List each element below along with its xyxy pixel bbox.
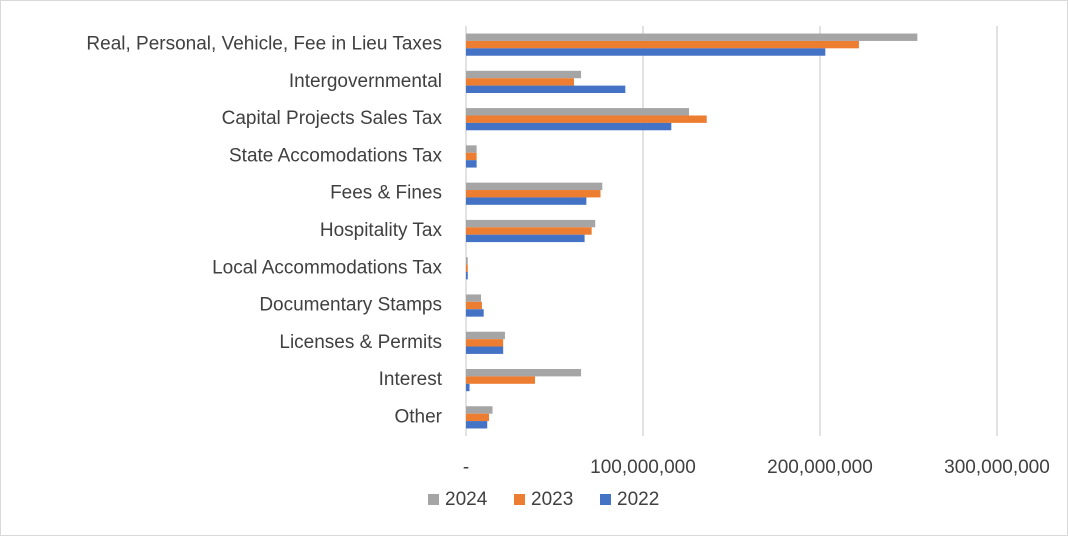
bar [466,294,482,302]
bar [466,346,504,354]
y-tick-label: Local Accommodations Tax [212,257,442,278]
y-tick-label: Hospitality Tax [320,220,443,241]
bar [466,33,918,41]
bar [466,48,826,56]
y-tick-label: State Accomodations Tax [229,145,442,166]
x-tick-label: 300,000,000 [944,457,1050,478]
x-tick-label: 200,000,000 [767,457,873,478]
bar [466,70,582,79]
bar [466,406,493,414]
bar [466,227,592,235]
y-tick-label: Capital Projects Sales Tax [222,108,443,129]
bar [466,309,484,317]
y-tick-label: Real, Personal, Vehicle, Fee in Lieu Tax… [86,34,442,55]
bar [466,234,585,243]
bar [466,160,477,168]
bar [466,421,488,429]
bar [466,152,477,161]
y-tick-label: Fees & Fines [330,183,442,204]
bar [466,108,690,116]
legend-swatch [428,494,439,505]
y-tick-label: Intergovernmental [289,71,442,92]
bar [466,331,505,340]
x-tick-label: 100,000,000 [590,457,696,478]
bar [466,271,468,280]
y-tick-label: Other [394,406,442,427]
legend-label: 2022 [617,489,659,510]
bar [466,257,468,265]
bar [466,78,574,86]
bar [466,85,626,94]
y-tick-label: Interest [379,369,443,390]
bar [466,115,707,123]
bar [466,40,859,49]
bar [466,219,596,228]
bar [466,413,490,422]
bar [466,197,587,205]
bar [466,190,601,198]
legend-label: 2024 [445,489,488,510]
bar [466,122,672,131]
bar [466,376,536,384]
bar [466,339,504,347]
y-tick-label: Licenses & Permits [279,332,442,353]
bar [466,182,603,191]
x-tick-label: - [463,457,469,478]
legend-label: 2023 [531,489,573,510]
y-tick-label: Documentary Stamps [259,295,442,316]
bar [466,383,470,392]
bar [466,145,477,153]
bar [466,264,468,272]
bar [466,368,582,377]
legend-swatch [514,494,525,505]
bar [466,301,482,310]
legend-swatch [600,494,611,505]
